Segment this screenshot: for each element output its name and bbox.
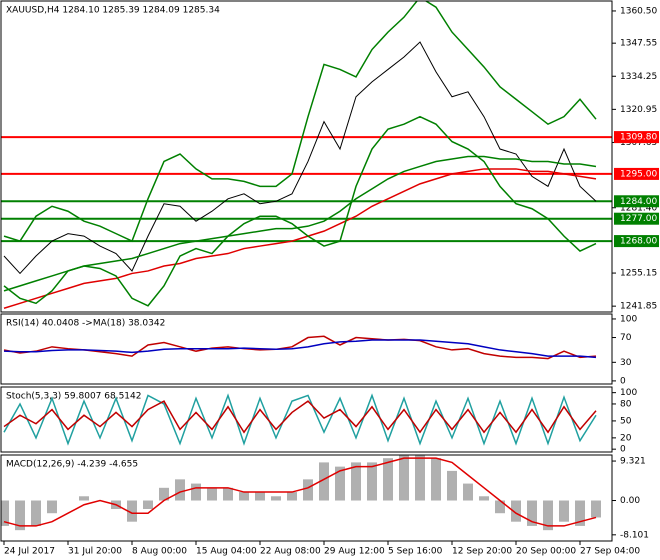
series-line [3,335,597,360]
y-tick-label: 1320.95 [620,105,657,115]
histogram-bar [255,492,265,501]
level-label-box [614,235,659,248]
y-tick-label: 20 [620,433,632,443]
histogram-bar [399,455,409,501]
x-tick-label: 24 Jul 2017 [4,547,55,557]
y-tick-label: 9.321 [620,457,646,467]
x-tick-label: 8 Aug 00:00 [132,547,187,557]
y-tick-label: 1334.25 [620,72,657,82]
histogram-bar [287,492,297,501]
panel [3,335,597,360]
y-tick-label: 80 [620,399,632,409]
series-line [3,168,597,309]
level-label-box [614,195,659,208]
histogram-bar [159,487,169,501]
y-tick-label: -8.101 [620,530,649,540]
histogram-bar [367,462,377,501]
level-label: 1284.00 [620,197,657,207]
y-tick-label: 70 [620,333,632,343]
level-label: 1268.00 [620,237,657,247]
histogram-bar [447,470,457,501]
x-tick-label: 22 Aug 08:00 [260,547,321,557]
series-line [3,339,597,359]
histogram-bar [15,500,25,531]
histogram-bar [303,479,313,501]
histogram-bar [511,500,521,522]
y-tick-label: 1241.85 [620,302,657,312]
y-tick-label: 30 [620,358,632,368]
series-line [3,155,597,292]
y-tick-label: 1281.40 [620,203,657,213]
y-tick-label: 1255.15 [620,269,657,279]
panel [1,1,612,309]
histogram-bar [175,479,185,501]
x-tick-label: 29 Aug 12:00 [324,547,385,557]
panel-title: XAUUSD,H4 1284.10 1285.39 1284.09 1285.3… [6,6,220,16]
histogram-bar [127,500,137,522]
histogram-bar [223,487,233,501]
histogram-bar [47,500,57,514]
panel [3,393,597,446]
histogram-bar [479,496,489,501]
x-tick-label: 27 Sep 04:00 [580,547,640,557]
y-tick-label: 100 [620,314,637,324]
series-line [3,400,597,434]
y-tick-label: 0.00 [620,496,640,506]
histogram-bar [431,458,441,501]
histogram-bar [527,500,537,526]
histogram-bar [1,500,9,526]
level-label-box [614,212,659,225]
histogram-bar [143,500,153,509]
y-tick-label: 100 [620,388,637,398]
x-tick-label: 5 Sep 16:00 [388,547,443,557]
panel-title: RSI(14) 40.0408 ->MA(18) 38.0342 [6,319,165,329]
x-tick-label: 12 Sep 20:00 [452,547,512,557]
histogram-bar [559,500,569,522]
panel [1,455,601,531]
histogram-bar [271,496,281,501]
histogram-bar [415,455,425,501]
histogram-bar [351,462,361,501]
histogram-bar [335,466,345,501]
series-line [3,457,597,527]
y-tick-label: 0 [620,376,626,386]
histogram-bar [495,500,505,514]
series-line [3,1,597,243]
level-label: 1277.00 [620,214,657,224]
histogram-bar [543,500,553,531]
histogram-bar [383,458,393,501]
panel-frame [0,454,613,542]
level-label-box [614,167,659,180]
y-tick-label: 0 [620,445,626,455]
panel-title: MACD(12,26,9) -4.239 -4.655 [6,460,138,470]
panel-title: Stoch(5,3,3) 59.8007 68.5142 [6,392,141,402]
histogram-bar [463,483,473,501]
level-label-box [614,131,659,144]
histogram-bar [191,483,201,501]
level-label: 1309.80 [620,133,657,143]
level-label: 1295.00 [620,169,657,179]
histogram-bar [319,462,329,501]
panel-frame [0,386,613,453]
y-tick-label: 1360.50 [620,6,657,16]
x-tick-label: 31 Jul 20:00 [68,547,122,557]
histogram-bar [575,500,585,526]
histogram-bar [591,500,601,518]
panel-frame [0,313,613,385]
series-line [3,393,597,446]
histogram-bar [239,492,249,501]
x-tick-label: 15 Aug 04:00 [196,547,257,557]
series-line [3,41,597,275]
x-tick-label: 20 Sep 00:00 [516,547,576,557]
panel-frame [0,0,613,313]
histogram-bar [207,487,217,501]
histogram-bar [79,496,89,501]
series-line [3,115,597,307]
y-tick-label: 1347.55 [620,39,657,49]
y-tick-label: 50 [620,416,632,426]
histogram-bar [31,500,41,526]
